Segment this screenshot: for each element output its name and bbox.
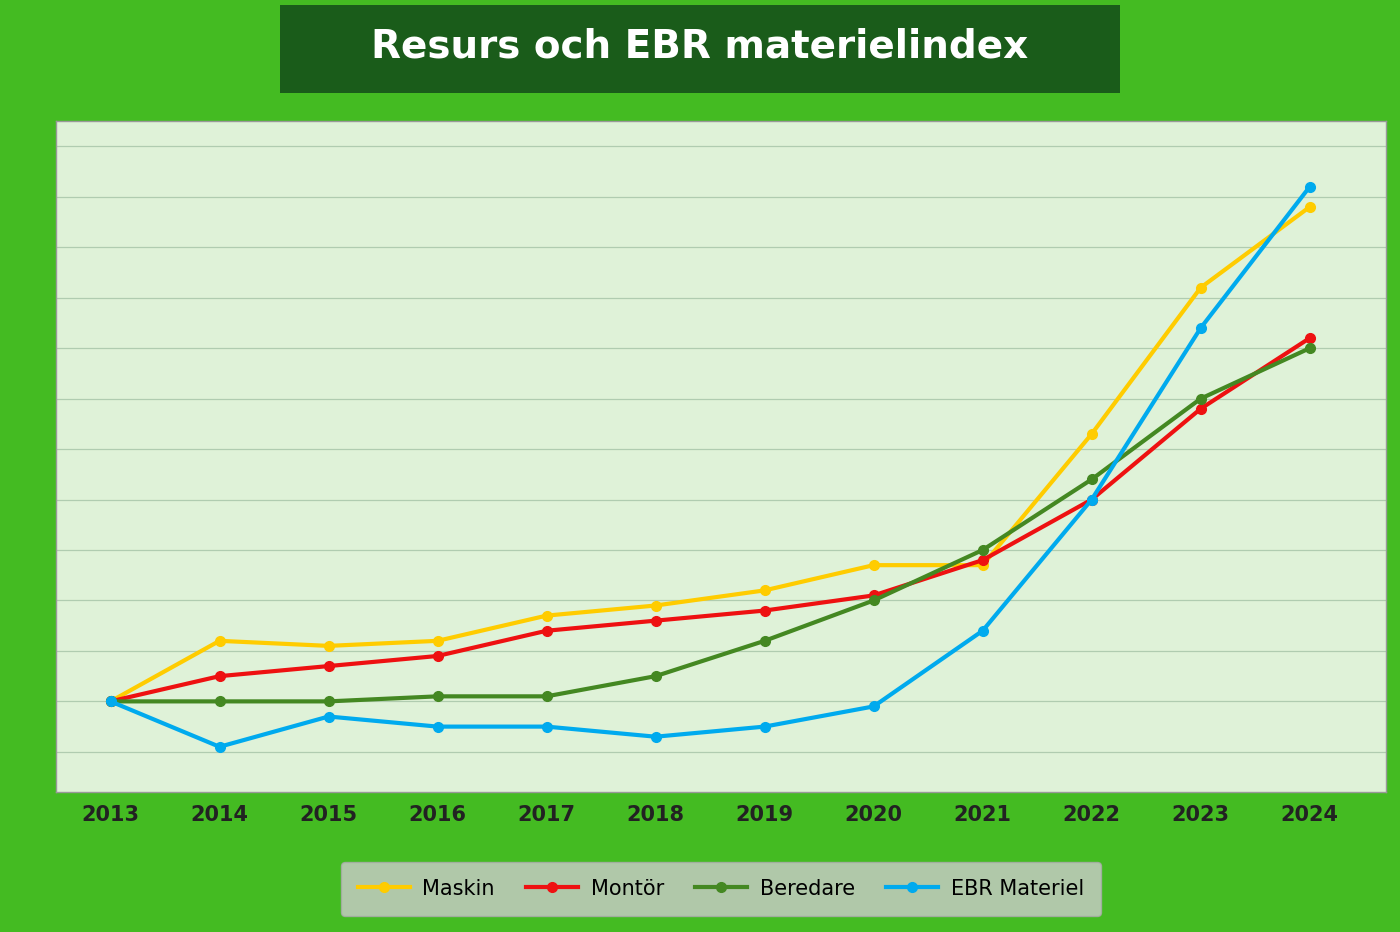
Line: Beredare: Beredare bbox=[105, 343, 1315, 706]
Beredare bbox=[974, 544, 991, 555]
Montör bbox=[321, 661, 337, 672]
Legend: Maskin, Montör, Beredare, EBR Materiel: Maskin, Montör, Beredare, EBR Materiel bbox=[342, 862, 1100, 916]
EBR Materiel bbox=[321, 711, 337, 722]
Montör bbox=[102, 696, 119, 707]
Beredare bbox=[647, 670, 664, 681]
EBR Materiel bbox=[538, 721, 554, 733]
Beredare bbox=[1084, 473, 1100, 485]
Text: Resurs och EBR materielindex: Resurs och EBR materielindex bbox=[371, 28, 1029, 66]
Maskin bbox=[1084, 429, 1100, 440]
EBR Materiel bbox=[102, 696, 119, 707]
Beredare bbox=[756, 636, 773, 647]
Maskin bbox=[865, 559, 882, 570]
FancyBboxPatch shape bbox=[280, 5, 1120, 93]
EBR Materiel bbox=[756, 721, 773, 733]
Montör bbox=[1301, 333, 1317, 344]
Maskin bbox=[538, 610, 554, 622]
Line: Maskin: Maskin bbox=[105, 202, 1315, 706]
Montör bbox=[756, 605, 773, 616]
Beredare bbox=[211, 696, 228, 707]
Maskin bbox=[211, 636, 228, 647]
Montör bbox=[430, 651, 447, 662]
Line: Montör: Montör bbox=[105, 334, 1315, 706]
Maskin bbox=[321, 640, 337, 651]
Beredare bbox=[1193, 393, 1210, 404]
EBR Materiel bbox=[1084, 494, 1100, 505]
Maskin bbox=[102, 696, 119, 707]
Beredare bbox=[321, 696, 337, 707]
EBR Materiel bbox=[974, 625, 991, 637]
Montör bbox=[1193, 404, 1210, 415]
Beredare bbox=[430, 691, 447, 702]
Maskin bbox=[1193, 282, 1210, 294]
Line: EBR Materiel: EBR Materiel bbox=[105, 182, 1315, 751]
Montör bbox=[538, 625, 554, 637]
EBR Materiel bbox=[865, 701, 882, 712]
Maskin bbox=[756, 584, 773, 596]
Montör bbox=[974, 555, 991, 566]
Montör bbox=[1084, 494, 1100, 505]
Maskin bbox=[974, 559, 991, 570]
Montör bbox=[865, 590, 882, 601]
Beredare bbox=[538, 691, 554, 702]
Beredare bbox=[865, 595, 882, 606]
Montör bbox=[211, 670, 228, 681]
Montör bbox=[647, 615, 664, 626]
EBR Materiel bbox=[211, 741, 228, 752]
Beredare bbox=[102, 696, 119, 707]
Maskin bbox=[1301, 201, 1317, 212]
Beredare bbox=[1301, 343, 1317, 354]
EBR Materiel bbox=[1301, 181, 1317, 192]
Maskin bbox=[647, 600, 664, 611]
EBR Materiel bbox=[647, 731, 664, 742]
Maskin bbox=[430, 636, 447, 647]
EBR Materiel bbox=[430, 721, 447, 733]
EBR Materiel bbox=[1193, 322, 1210, 334]
